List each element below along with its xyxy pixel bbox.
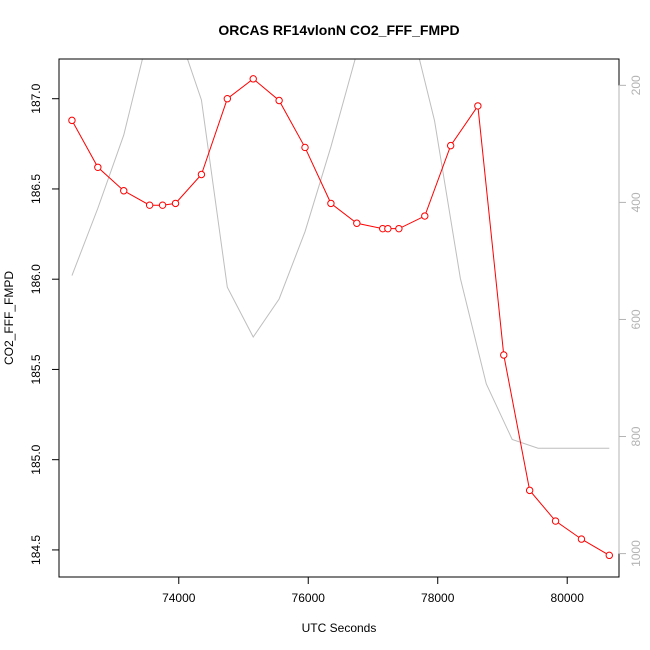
series-1-point <box>275 96 283 105</box>
y-tick-label: 187.0 <box>29 83 43 113</box>
series-1-point <box>120 187 128 195</box>
x-tick-label: 80000 <box>551 591 585 605</box>
series-1-point <box>94 163 102 171</box>
series-2-line <box>71 59 610 449</box>
y-tick-label: 184.5 <box>29 535 43 565</box>
y-tick-label: 186.0 <box>29 264 43 294</box>
series-1-point <box>551 517 560 525</box>
y-tick-label: 186.5 <box>29 174 43 204</box>
series-1-point <box>327 199 335 208</box>
series-1-point <box>249 75 257 83</box>
series-1-point <box>158 201 167 209</box>
x-axis-label: UTC Seconds <box>302 621 377 635</box>
chart-title: ORCAS RF14vlonN CO2_FFF_FMPD <box>218 22 459 38</box>
y-axis: 184.5 185.0 185.5 186.0 186.5 187.0 <box>29 83 60 565</box>
y2-tick-label: 1000 <box>629 540 643 567</box>
x-tick-label: 76000 <box>292 591 326 605</box>
series-1-point <box>384 224 392 233</box>
series-1-point <box>223 95 232 103</box>
series-1-point <box>353 219 361 227</box>
y-tick-label: 185.5 <box>29 354 43 384</box>
series-1-point <box>145 201 154 209</box>
y2-tick-label: 600 <box>629 309 643 329</box>
x-axis: 74000 76000 78000 80000 <box>162 576 585 605</box>
y2-axis: 200 400 600 800 1000 <box>618 75 643 567</box>
series2-layer <box>71 59 610 449</box>
series-1-point <box>171 199 180 208</box>
series-1-point <box>577 535 586 543</box>
x-tick-label: 74000 <box>162 591 196 605</box>
series-1-point <box>395 224 403 233</box>
series-1-point <box>197 170 206 179</box>
series-1-point <box>500 351 508 359</box>
y-tick-label: 185.0 <box>29 444 43 474</box>
y2-tick-label: 200 <box>629 75 643 95</box>
series-1-point <box>68 116 76 125</box>
series-1-point <box>605 551 613 560</box>
y2-tick-label: 400 <box>629 192 643 212</box>
series-1-point <box>474 102 482 110</box>
series-1-point <box>446 141 455 150</box>
y2-tick-label: 800 <box>629 426 643 446</box>
x-tick-label: 78000 <box>421 591 455 605</box>
series-1-point <box>301 143 309 152</box>
series1-layer <box>68 75 613 560</box>
series-1-point <box>525 486 534 495</box>
series-1-point <box>421 212 429 220</box>
y-axis-label: CO2_FFF_FMPD <box>2 271 16 365</box>
